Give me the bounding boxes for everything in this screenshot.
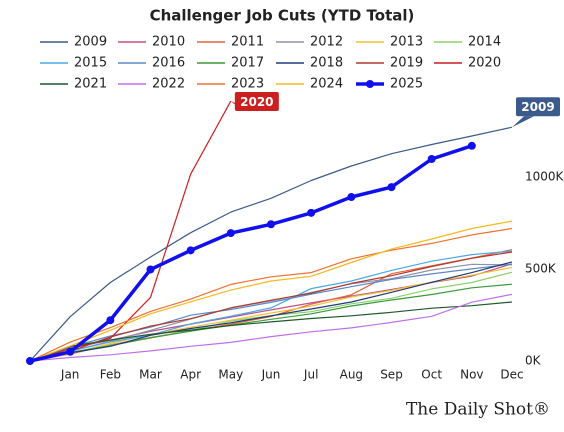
legend-label: 2013 <box>390 35 423 50</box>
line-series <box>29 301 513 362</box>
line-series <box>29 251 513 362</box>
point <box>66 347 75 356</box>
annotation-pointer <box>512 116 534 128</box>
y-tick-label: 500K <box>525 262 557 276</box>
annotation-box <box>516 97 560 117</box>
legend-marker <box>366 80 374 88</box>
legend-label: 2009 <box>74 35 107 50</box>
point <box>427 155 436 164</box>
annotation-box <box>234 92 279 111</box>
legend-label: 2021 <box>74 77 107 92</box>
point <box>186 246 195 255</box>
annotation-label: 2009 <box>521 100 554 114</box>
legend-label: 2010 <box>152 35 185 50</box>
legend-label: 2019 <box>390 56 423 71</box>
line-series <box>29 220 513 362</box>
legend-label: 2016 <box>152 56 185 71</box>
point <box>467 141 476 150</box>
legend-label: 2018 <box>310 56 343 71</box>
point <box>106 316 115 325</box>
legend-label: 2020 <box>468 56 501 71</box>
legend-label: 2025 <box>390 77 423 92</box>
x-tick-label: Jun <box>261 368 281 382</box>
line-series <box>29 283 513 362</box>
line-series <box>29 250 513 362</box>
line-series <box>29 227 513 362</box>
line-series <box>29 100 232 362</box>
x-tick-label: Apr <box>180 368 201 382</box>
x-tick-label: Dec <box>500 368 523 382</box>
watermark: The Daily Shot® <box>406 400 550 420</box>
x-tick-label: Jan <box>60 368 80 382</box>
x-tick-label: Nov <box>460 368 483 382</box>
line-series <box>29 293 513 362</box>
legend-label: 2022 <box>152 77 185 92</box>
x-tick-label: Mar <box>139 368 162 382</box>
x-tick-label: Aug <box>340 368 363 382</box>
point <box>267 220 275 229</box>
x-tick-label: Jul <box>303 368 318 382</box>
y-tick-label: 1000K <box>525 170 564 184</box>
annotation-label: 2020 <box>240 95 273 109</box>
legend-label: 2024 <box>310 77 343 92</box>
legend-label: 2017 <box>231 56 264 71</box>
legend-label: 2011 <box>231 35 264 50</box>
point <box>146 265 155 274</box>
chart-title: Challenger Job Cuts (YTD Total) <box>150 7 415 25</box>
legend-label: 2015 <box>74 56 107 71</box>
y-tick-label: 0K <box>525 354 542 368</box>
point <box>307 208 316 217</box>
point <box>26 357 34 365</box>
legend-label: 2023 <box>231 77 264 92</box>
line-series <box>29 126 513 362</box>
x-tick-label: Feb <box>100 368 121 382</box>
x-tick-label: Oct <box>421 368 442 382</box>
x-tick-label: May <box>218 368 243 382</box>
line-series <box>29 263 513 362</box>
annotation: 2020 <box>230 92 279 111</box>
legend-label: 2014 <box>468 35 501 50</box>
line-series <box>29 144 473 363</box>
point <box>347 193 356 202</box>
point <box>387 183 396 192</box>
annotation: 2009 <box>512 97 560 128</box>
point <box>226 229 235 238</box>
x-tick-label: Sep <box>380 368 403 382</box>
line-series <box>29 261 513 362</box>
legend-label: 2012 <box>310 35 343 50</box>
